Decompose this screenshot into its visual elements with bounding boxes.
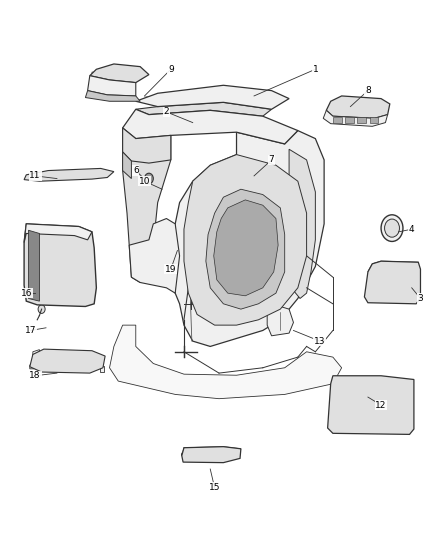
Text: 6: 6 — [133, 166, 139, 175]
Circle shape — [385, 219, 399, 237]
Polygon shape — [88, 76, 136, 96]
Circle shape — [73, 173, 76, 177]
Polygon shape — [184, 155, 307, 325]
Polygon shape — [267, 304, 293, 336]
Text: 8: 8 — [365, 86, 371, 95]
Polygon shape — [323, 110, 388, 126]
Circle shape — [381, 215, 403, 241]
Polygon shape — [328, 376, 414, 434]
Polygon shape — [85, 91, 140, 101]
Circle shape — [38, 305, 45, 313]
Text: 19: 19 — [165, 265, 177, 273]
Polygon shape — [326, 96, 390, 118]
Circle shape — [374, 275, 386, 290]
Text: 9: 9 — [168, 65, 174, 74]
Polygon shape — [123, 128, 171, 163]
Polygon shape — [175, 131, 324, 346]
Polygon shape — [90, 64, 149, 83]
Polygon shape — [182, 447, 241, 463]
Text: 11: 11 — [29, 172, 41, 180]
Text: 3: 3 — [417, 294, 424, 303]
Text: 10: 10 — [139, 177, 150, 185]
Text: 1: 1 — [312, 65, 318, 74]
Polygon shape — [123, 109, 298, 144]
Text: 17: 17 — [25, 326, 36, 335]
Polygon shape — [30, 364, 34, 369]
Text: 7: 7 — [268, 156, 275, 164]
Circle shape — [38, 173, 41, 177]
Circle shape — [393, 275, 406, 290]
Circle shape — [90, 173, 94, 177]
Polygon shape — [110, 325, 342, 399]
Polygon shape — [24, 224, 92, 243]
Text: 4: 4 — [409, 225, 414, 233]
FancyBboxPatch shape — [333, 117, 342, 123]
Text: 18: 18 — [29, 372, 41, 380]
Circle shape — [145, 173, 153, 184]
Circle shape — [42, 282, 50, 293]
Polygon shape — [33, 350, 39, 356]
Polygon shape — [123, 152, 131, 179]
Circle shape — [370, 271, 389, 294]
Polygon shape — [100, 366, 104, 372]
Text: 15: 15 — [209, 483, 220, 492]
Polygon shape — [206, 189, 285, 309]
Circle shape — [55, 173, 59, 177]
Polygon shape — [289, 149, 315, 298]
Polygon shape — [368, 261, 418, 272]
Polygon shape — [28, 230, 39, 301]
Polygon shape — [364, 261, 420, 304]
FancyBboxPatch shape — [345, 117, 354, 123]
Polygon shape — [123, 128, 171, 282]
Polygon shape — [24, 224, 96, 306]
FancyBboxPatch shape — [357, 117, 366, 123]
Text: 13: 13 — [314, 337, 325, 345]
FancyBboxPatch shape — [370, 117, 378, 123]
Polygon shape — [30, 349, 105, 373]
Polygon shape — [346, 118, 368, 124]
Polygon shape — [182, 447, 241, 456]
Polygon shape — [129, 219, 180, 293]
Circle shape — [146, 175, 152, 182]
Polygon shape — [136, 85, 289, 109]
Circle shape — [390, 271, 409, 294]
Polygon shape — [24, 168, 114, 181]
Text: 2: 2 — [164, 108, 169, 116]
Text: 12: 12 — [375, 401, 387, 409]
Polygon shape — [214, 200, 278, 296]
Polygon shape — [136, 102, 272, 116]
Text: 16: 16 — [21, 289, 32, 297]
